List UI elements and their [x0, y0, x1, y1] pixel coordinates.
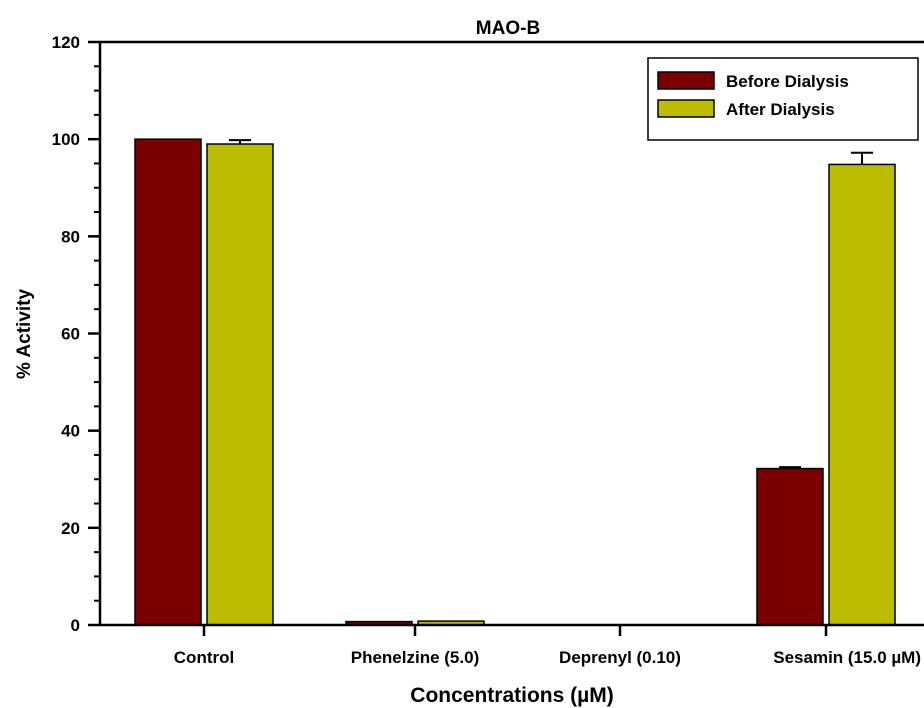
- y-tick-label: 80: [61, 227, 80, 246]
- x-axis-ticks: Control Phenelzine (5.0) Deprenyl (0.10) Se…: [174, 625, 921, 667]
- x-tick-label: Control: [174, 648, 234, 667]
- y-tick-label: 0: [71, 616, 80, 635]
- y-tick-label: 40: [61, 422, 80, 441]
- x-tick-label: Sesamin (15.0 µM): [773, 648, 921, 667]
- bars-layer: [134, 138, 896, 626]
- x-tick-label: Deprenyl (0.10): [559, 648, 681, 667]
- x-tick-label: Phenelzine (5.0): [351, 648, 479, 667]
- legend-swatch-after: [657, 99, 715, 118]
- legend-label-before: Before Dialysis: [726, 72, 849, 91]
- legend-box: [647, 57, 919, 141]
- bar: [206, 143, 274, 626]
- y-tick-label: 120: [52, 33, 80, 52]
- bar: [828, 163, 896, 626]
- y-axis-label: % Activity: [14, 289, 35, 380]
- bar: [134, 138, 202, 626]
- y-tick-label: 20: [61, 519, 80, 538]
- bar: [756, 467, 824, 626]
- y-tick-label: 60: [61, 325, 80, 344]
- y-axis-ticks: 0 20 40 60 80 100 120: [52, 33, 100, 635]
- y-tick-label: 100: [52, 130, 80, 149]
- chart-title: MAO-B: [476, 18, 540, 39]
- x-axis-label: Concentrations (µM): [410, 684, 613, 707]
- legend-label-after: After Dialysis: [726, 100, 835, 119]
- legend-swatch-before: [657, 71, 715, 90]
- legend: Before Dialysis After Dialysis: [647, 57, 919, 141]
